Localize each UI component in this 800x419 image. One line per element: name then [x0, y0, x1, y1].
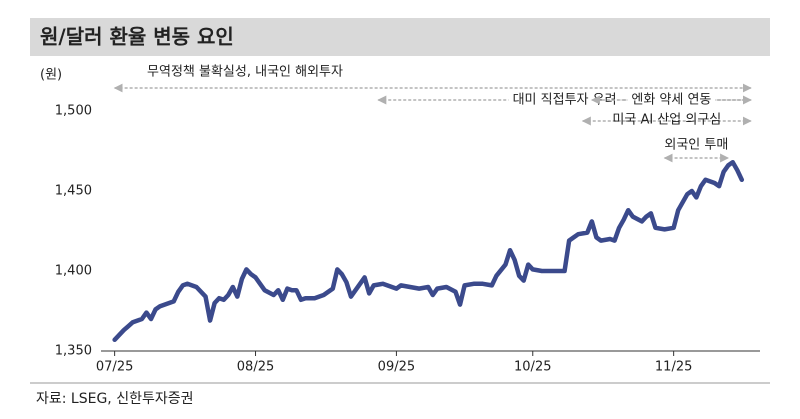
annotation-label: 미국 AI 산업 의구심 [612, 113, 721, 128]
y-unit: (원) [40, 68, 62, 83]
annotation-label-bg [627, 92, 716, 108]
y-tick-label: 1,500 [55, 104, 92, 119]
y-tick-label: 1,350 [55, 344, 92, 359]
annotation-label: 외국인 투매 [664, 138, 728, 153]
annotation-label: 엔화 약세 연동 [631, 93, 711, 108]
chart-title: 원/달러 환율 변동 요인 [40, 25, 234, 49]
title-bar [30, 18, 770, 56]
source: 자료: LSEG, 신한투자증권 [36, 391, 194, 407]
annotation-label: 무역정책 불확실성, 내국인 해외투자 [147, 65, 343, 80]
y-tick-label: 1,450 [55, 184, 92, 199]
x-tick-label: 11/25 [655, 360, 692, 375]
annotation-label: 대미 직접투자 우려 [513, 93, 617, 108]
x-tick-label: 08/25 [237, 360, 274, 375]
x-tick-label: 09/25 [378, 360, 415, 375]
y-tick-label: 1,400 [55, 264, 92, 279]
line-series [112, 159, 745, 343]
x-tick-label: 07/25 [96, 360, 133, 375]
x-tick-label: 10/25 [514, 360, 551, 375]
